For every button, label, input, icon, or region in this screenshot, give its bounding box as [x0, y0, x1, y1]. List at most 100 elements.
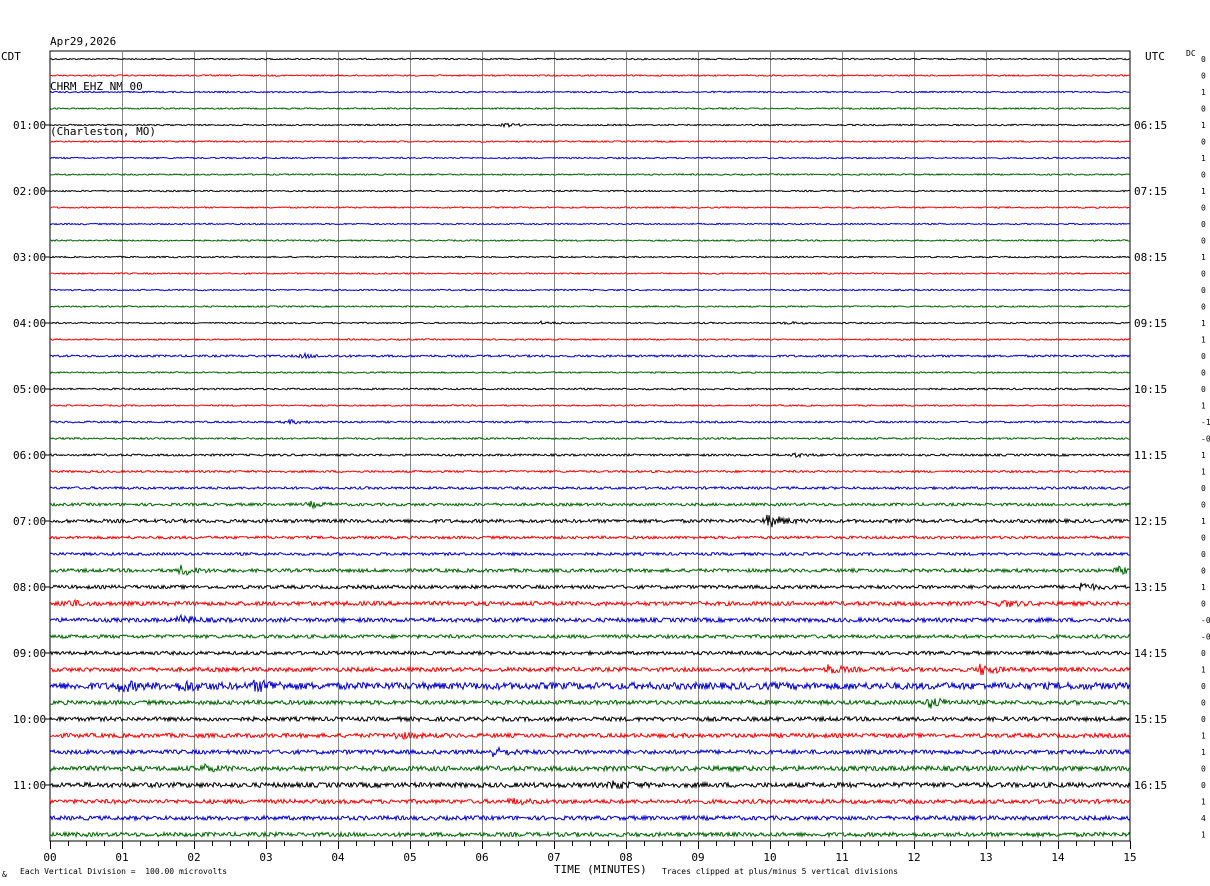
x-tick-label: 00 — [43, 851, 56, 864]
dc-offset-label: 1 — [1201, 666, 1206, 675]
dc-column-header: DC — [1186, 49, 1196, 58]
dc-offset-label: 0 — [1201, 550, 1206, 559]
dc-offset-label: 0 — [1201, 352, 1206, 361]
dc-offset-label: -0 — [1201, 435, 1210, 444]
hour-label-right: 06:15 — [1134, 119, 1167, 132]
hour-label-right: 15:15 — [1134, 713, 1167, 726]
dc-offset-label: 1 — [1201, 798, 1206, 807]
dc-offset-label: 0 — [1201, 286, 1206, 295]
seismic-trace — [49, 122, 1131, 129]
dc-offset-label: 0 — [1201, 270, 1206, 279]
seismic-trace — [49, 320, 1131, 325]
dc-offset-label: 1 — [1201, 451, 1206, 460]
seismic-trace — [49, 206, 1131, 210]
seismic-trace — [49, 418, 1131, 425]
dc-offset-label: 0 — [1201, 600, 1206, 609]
seismic-trace — [49, 371, 1131, 375]
seismic-trace — [49, 534, 1131, 541]
hour-label-left: 03:00 — [13, 251, 46, 264]
seismic-trace — [49, 485, 1131, 491]
seismic-trace — [49, 139, 1131, 143]
seismic-trace — [49, 830, 1131, 839]
hour-label-right: 09:15 — [1134, 317, 1167, 330]
dc-offset-label: 0 — [1201, 682, 1206, 691]
dc-offset-label: 0 — [1201, 220, 1206, 229]
dc-offset-label: 0 — [1201, 171, 1206, 180]
dc-offset-label: 1 — [1201, 336, 1206, 345]
x-tick-label: 05 — [403, 851, 416, 864]
dc-offset-label: 0 — [1201, 72, 1206, 81]
seismic-trace — [49, 172, 1131, 176]
hour-label-left: 05:00 — [13, 383, 46, 396]
seismic-trace — [49, 633, 1131, 640]
left-timezone-label: CDT — [1, 50, 21, 63]
hour-label-right: 10:15 — [1134, 383, 1167, 396]
seismic-trace — [49, 582, 1131, 592]
dc-offset-label: 0 — [1201, 138, 1206, 147]
x-tick-label: 13 — [979, 851, 992, 864]
dc-offset-label: 0 — [1201, 567, 1206, 576]
seismic-trace — [49, 156, 1131, 160]
x-tick-label: 04 — [331, 851, 345, 864]
dc-offset-label: 0 — [1201, 369, 1206, 378]
seismic-trace — [49, 304, 1131, 309]
x-tick-label: 11 — [835, 851, 848, 864]
station-code: CHRM EHZ NM 00 — [50, 80, 143, 93]
plot-border — [49, 50, 1131, 842]
seismic-trace — [49, 814, 1131, 823]
dc-offset-label: 1 — [1201, 468, 1206, 477]
seismic-trace — [49, 762, 1131, 773]
dc-offset-label: 0 — [1201, 484, 1206, 493]
hour-label-right: 11:15 — [1134, 449, 1167, 462]
seismic-trace — [49, 451, 1131, 459]
hour-label-left: 10:00 — [13, 713, 46, 726]
dc-offset-label: 0 — [1201, 534, 1206, 543]
hour-label-left: 06:00 — [13, 449, 46, 462]
dc-offset-label: 1 — [1201, 154, 1206, 163]
record-date: Apr29,2026 — [50, 35, 117, 48]
hour-label-right: 08:15 — [1134, 251, 1167, 264]
dc-offset-label: 1 — [1201, 517, 1206, 526]
seismic-trace — [49, 697, 1131, 709]
dc-offset-label: 0 — [1201, 765, 1206, 774]
seismic-trace — [49, 351, 1131, 360]
seismic-trace — [49, 57, 1131, 61]
x-tick-label: 14 — [1051, 851, 1065, 864]
x-tick-label: 02 — [187, 851, 200, 864]
dc-offset-label: 0 — [1201, 237, 1206, 246]
hour-label-left: 09:00 — [13, 647, 46, 660]
seismic-trace — [49, 613, 1131, 625]
x-tick-label: 06 — [475, 851, 488, 864]
seismic-trace — [49, 288, 1131, 292]
dc-offset-label: 0 — [1201, 715, 1206, 724]
x-tick-label: 01 — [115, 851, 128, 864]
dc-offset-label: 0 — [1201, 649, 1206, 658]
seismic-trace — [49, 238, 1131, 243]
dc-offset-label: 1 — [1201, 121, 1206, 130]
seismic-trace — [49, 387, 1131, 391]
dc-offset-label: -0 — [1201, 633, 1210, 642]
x-tick-label: 08 — [619, 851, 632, 864]
seismic-trace — [50, 255, 1131, 259]
hour-label-right: 07:15 — [1134, 185, 1167, 198]
hour-label-left: 08:00 — [13, 581, 46, 594]
x-tick-label: 10 — [763, 851, 776, 864]
seismic-trace — [49, 663, 1131, 676]
chart-header: Apr29,2026 CHRM EHZ NM 00 (Charleston, M… — [50, 4, 156, 154]
trace-group — [49, 57, 1131, 839]
x-tick-label: 15 — [1123, 851, 1136, 864]
dc-offset-label: 1 — [1201, 583, 1206, 592]
dc-offset-label: 0 — [1201, 105, 1206, 114]
hour-label-left: 11:00 — [13, 779, 46, 792]
hour-label-right: 12:15 — [1134, 515, 1167, 528]
seismic-trace — [49, 731, 1131, 740]
dc-offset-label: 0 — [1201, 699, 1206, 708]
hour-label-right: 16:15 — [1134, 779, 1167, 792]
dc-offset-label: 0 — [1201, 204, 1206, 213]
seismic-trace — [49, 469, 1131, 474]
clip-note: Traces clipped at plus/minus 5 vertical … — [662, 867, 899, 876]
seismic-trace — [49, 780, 1131, 790]
dc-offset-label: 0 — [1201, 781, 1206, 790]
seismic-trace — [49, 745, 1131, 758]
